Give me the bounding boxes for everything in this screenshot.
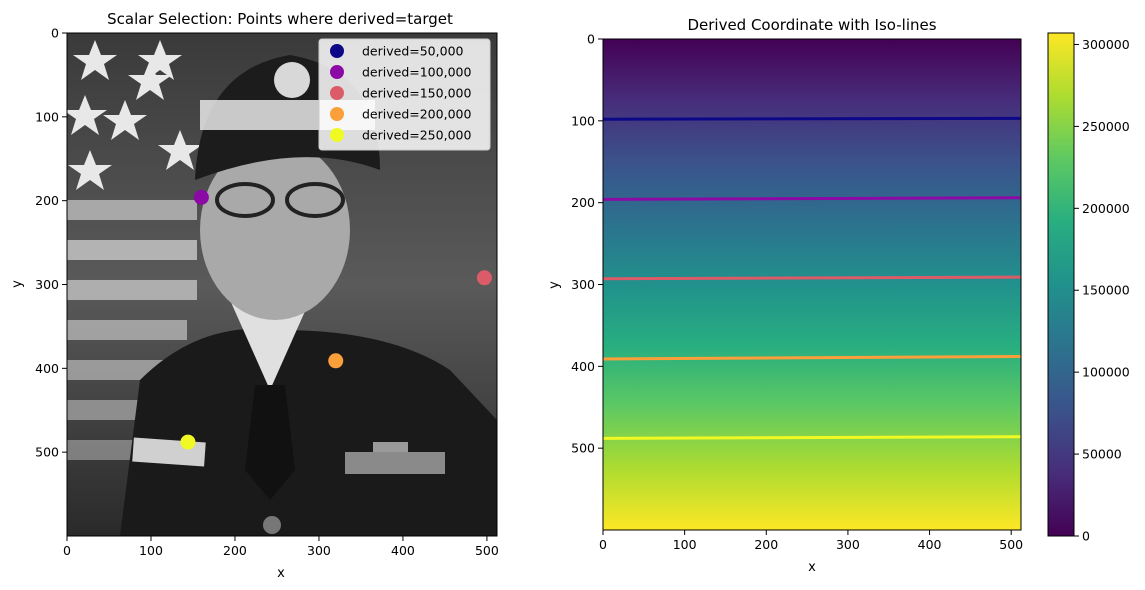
left-x-tick-label: 100 bbox=[139, 543, 163, 558]
legend-label: derived=50,000 bbox=[362, 44, 464, 59]
isoline bbox=[602, 435, 1022, 440]
scatter-point bbox=[193, 189, 209, 205]
left-y-tick-label: 400 bbox=[35, 361, 59, 376]
isoline bbox=[602, 196, 1022, 201]
left-x-tick-label: 300 bbox=[307, 543, 331, 558]
left-y-tick-label: 0 bbox=[51, 26, 59, 41]
right-title: Derived Coordinate with Iso-lines bbox=[687, 16, 936, 34]
right-y-tick-label: 100 bbox=[571, 113, 595, 128]
right-y-ticks: 0 100 200 300 400 500 bbox=[571, 32, 603, 456]
legend-label: derived=100,000 bbox=[362, 65, 471, 80]
legend-marker bbox=[330, 86, 344, 100]
right-x-tick-label: 100 bbox=[673, 537, 697, 552]
colorbar-ticks: 0 50000 100000 150000 200000 250000 300000 bbox=[1074, 37, 1130, 544]
left-y-tick-label: 500 bbox=[35, 445, 59, 460]
left-ylabel: y bbox=[10, 280, 25, 288]
scatter-point bbox=[476, 270, 492, 286]
right-panel: Derived Coordinate with Iso-lines 0 100 20… bbox=[547, 16, 1130, 575]
isoline bbox=[602, 116, 1022, 121]
right-y-tick-label: 400 bbox=[571, 359, 595, 374]
right-x-ticks: 0 100 200 300 400 500 bbox=[599, 530, 1023, 552]
left-y-tick-label: 300 bbox=[35, 277, 59, 292]
colorbar-tick-label: 0 bbox=[1082, 529, 1090, 544]
right-y-tick-label: 300 bbox=[571, 277, 595, 292]
colorbar bbox=[1047, 32, 1075, 537]
left-panel: Scalar Selection: Points where derived=t… bbox=[10, 10, 499, 581]
right-y-tick-label: 200 bbox=[571, 195, 595, 210]
legend-label: derived=200,000 bbox=[362, 107, 471, 122]
left-x-tick-label: 500 bbox=[475, 543, 499, 558]
left-x-ticks: 0 100 200 300 400 500 bbox=[63, 536, 499, 558]
colorbar-tick-label: 300000 bbox=[1082, 37, 1130, 52]
left-xlabel: x bbox=[277, 566, 285, 581]
legend-marker bbox=[330, 107, 344, 121]
colorbar-tick-label: 250000 bbox=[1082, 119, 1130, 134]
colorbar-tick-label: 100000 bbox=[1082, 365, 1130, 380]
right-xlabel: x bbox=[808, 560, 816, 575]
left-x-tick-label: 200 bbox=[223, 543, 247, 558]
legend-box bbox=[318, 38, 491, 151]
derived-heatmap bbox=[603, 39, 1021, 530]
right-x-tick-label: 400 bbox=[918, 537, 942, 552]
scatter-points bbox=[180, 189, 492, 450]
legend-label: derived=150,000 bbox=[362, 86, 471, 101]
legend-marker bbox=[330, 128, 344, 142]
legend-label: derived=250,000 bbox=[362, 128, 471, 143]
right-x-tick-label: 500 bbox=[999, 537, 1023, 552]
colorbar-tick-label: 50000 bbox=[1082, 447, 1122, 462]
right-x-tick-label: 200 bbox=[754, 537, 778, 552]
isoline bbox=[602, 355, 1022, 361]
legend-marker bbox=[330, 44, 344, 58]
left-x-tick-label: 400 bbox=[391, 543, 415, 558]
isoline bbox=[602, 275, 1022, 281]
colorbar-tick-label: 150000 bbox=[1082, 283, 1130, 298]
scatter-point bbox=[328, 353, 344, 369]
right-x-tick-label: 300 bbox=[836, 537, 860, 552]
legend-marker bbox=[330, 65, 344, 79]
colorbar-tick-label: 200000 bbox=[1082, 201, 1130, 216]
left-title: Scalar Selection: Points where derived=t… bbox=[107, 10, 453, 28]
scatter-point bbox=[180, 434, 196, 450]
left-y-ticks: 0 100 200 300 400 500 bbox=[35, 26, 67, 460]
right-ylabel: y bbox=[547, 281, 562, 289]
left-y-tick-label: 100 bbox=[35, 109, 59, 124]
left-y-tick-label: 200 bbox=[35, 193, 59, 208]
right-x-tick-label: 0 bbox=[599, 537, 607, 552]
right-y-tick-label: 0 bbox=[587, 32, 595, 47]
left-x-tick-label: 0 bbox=[63, 543, 71, 558]
isolines bbox=[602, 116, 1022, 440]
right-y-tick-label: 500 bbox=[571, 441, 595, 456]
legend: derived=50,000 derived=100,000 derived=150… bbox=[318, 38, 491, 151]
